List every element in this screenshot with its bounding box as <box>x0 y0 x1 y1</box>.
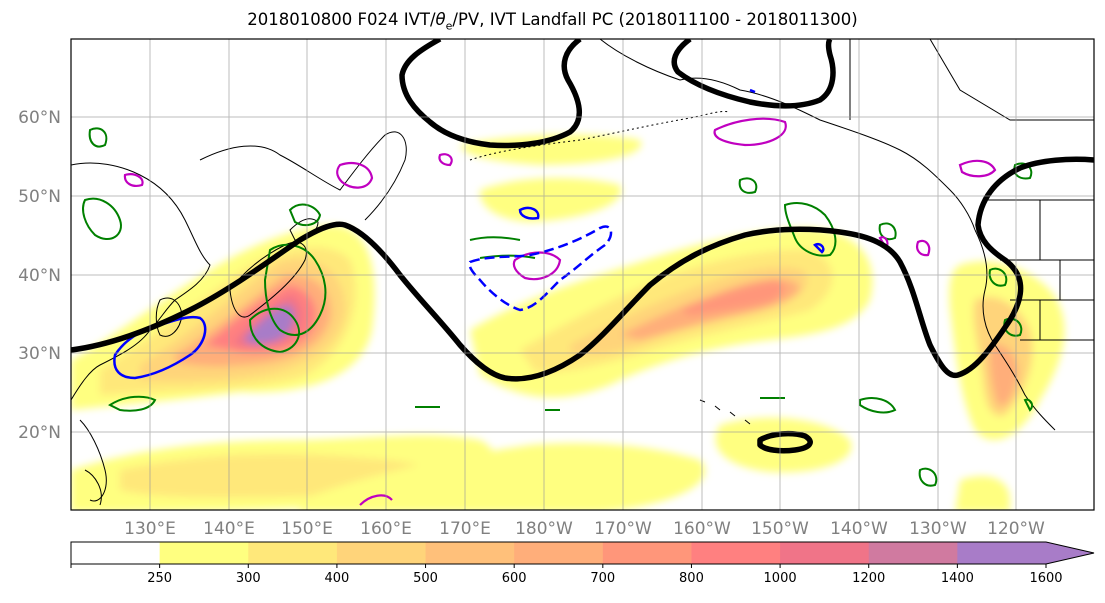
colorbar-tick-label: 400 <box>324 571 349 586</box>
lat-label: 20°N <box>18 423 61 443</box>
colorbar-tick-label: 250 <box>147 571 172 586</box>
longitude-labels: 130°E 140°E 150°E 160°E 170°E 180°W 170°… <box>124 519 1045 539</box>
colorbar-outline <box>70 541 1095 565</box>
colorbar-segment <box>514 542 604 564</box>
colorbar-tick-label: 1400 <box>941 571 974 586</box>
height-contours <box>71 39 1094 454</box>
lat-label: 60°N <box>18 108 61 128</box>
colorbar-tick-label: 1000 <box>764 571 797 586</box>
colorbar-segment <box>780 542 870 564</box>
lon-label: 120°W <box>987 519 1045 539</box>
colorbar-tick-label: 500 <box>413 571 438 586</box>
lon-label: 140°E <box>203 519 255 539</box>
latitude-labels: 20°N 30°N 40°N 50°N 60°N <box>18 108 61 443</box>
lat-label: 50°N <box>18 187 61 207</box>
lon-label: 150°E <box>281 519 333 539</box>
lon-label: 150°W <box>751 519 809 539</box>
lat-label: 30°N <box>18 344 61 364</box>
gridlines <box>71 39 1094 510</box>
colorbar-tick-label: 1200 <box>852 571 885 586</box>
lon-label: 160°E <box>360 519 412 539</box>
map-frame <box>70 38 1095 511</box>
lon-label: 130°E <box>124 519 176 539</box>
colorbar-segment <box>691 542 781 564</box>
colorbar-tick-label: 300 <box>236 571 261 586</box>
lon-label: 130°W <box>909 519 967 539</box>
colorbar-segment <box>602 542 692 564</box>
lon-label: 170°E <box>439 519 491 539</box>
colorbar-tick-label: 600 <box>502 571 527 586</box>
map-content <box>71 39 1094 510</box>
colorbar-segment <box>868 542 958 564</box>
lat-label: 40°N <box>18 266 61 286</box>
colorbar-segment <box>248 542 338 564</box>
colorbar-tick-label: 1600 <box>1029 571 1062 586</box>
lon-label: 160°W <box>673 519 731 539</box>
lon-label: 170°W <box>594 519 652 539</box>
lon-label: 140°W <box>830 519 888 539</box>
colorbar: 250 300 400 500 600 700 800 1000 1200 1400 1600 <box>70 541 1095 586</box>
chart-title: 2018010800 F024 IVT/θe/PV, IVT Landfall … <box>247 10 858 33</box>
colorbar-segment <box>425 542 515 564</box>
colorbar-segment <box>71 542 161 564</box>
pv-contours <box>123 117 997 506</box>
colorbar-segment <box>957 542 1047 564</box>
colorbar-tick-label: 700 <box>590 571 615 586</box>
lon-label: 180°W <box>515 519 573 539</box>
coastlines <box>71 39 1094 506</box>
colorbar-segment <box>336 542 427 564</box>
colorbar-segment <box>159 542 249 564</box>
colorbar-extend-arrow <box>1046 542 1094 564</box>
colorbar-tick-label: 800 <box>679 571 704 586</box>
